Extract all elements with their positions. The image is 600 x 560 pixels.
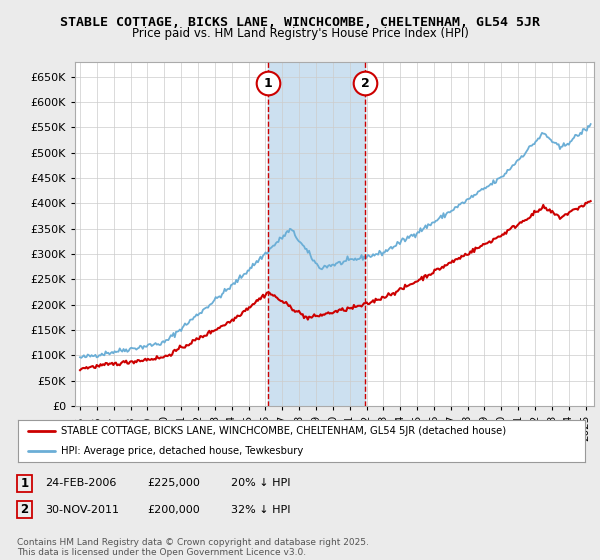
Text: STABLE COTTAGE, BICKS LANE, WINCHCOMBE, CHELTENHAM, GL54 5JR: STABLE COTTAGE, BICKS LANE, WINCHCOMBE, … <box>60 16 540 29</box>
Text: STABLE COTTAGE, BICKS LANE, WINCHCOMBE, CHELTENHAM, GL54 5JR (detached house): STABLE COTTAGE, BICKS LANE, WINCHCOMBE, … <box>61 426 506 436</box>
Text: 1: 1 <box>263 77 272 90</box>
Text: Contains HM Land Registry data © Crown copyright and database right 2025.
This d: Contains HM Land Registry data © Crown c… <box>17 538 368 557</box>
Text: 2: 2 <box>361 77 370 90</box>
Text: 2: 2 <box>20 503 29 516</box>
Text: £225,000: £225,000 <box>147 478 200 488</box>
Bar <box>268 62 365 406</box>
Text: £200,000: £200,000 <box>147 505 200 515</box>
Text: 32% ↓ HPI: 32% ↓ HPI <box>231 505 290 515</box>
Text: Price paid vs. HM Land Registry's House Price Index (HPI): Price paid vs. HM Land Registry's House … <box>131 27 469 40</box>
Text: 30-NOV-2011: 30-NOV-2011 <box>45 505 119 515</box>
Text: 1: 1 <box>20 477 29 490</box>
Text: 20% ↓ HPI: 20% ↓ HPI <box>231 478 290 488</box>
Text: HPI: Average price, detached house, Tewkesbury: HPI: Average price, detached house, Tewk… <box>61 446 303 456</box>
Text: 24-FEB-2006: 24-FEB-2006 <box>45 478 116 488</box>
